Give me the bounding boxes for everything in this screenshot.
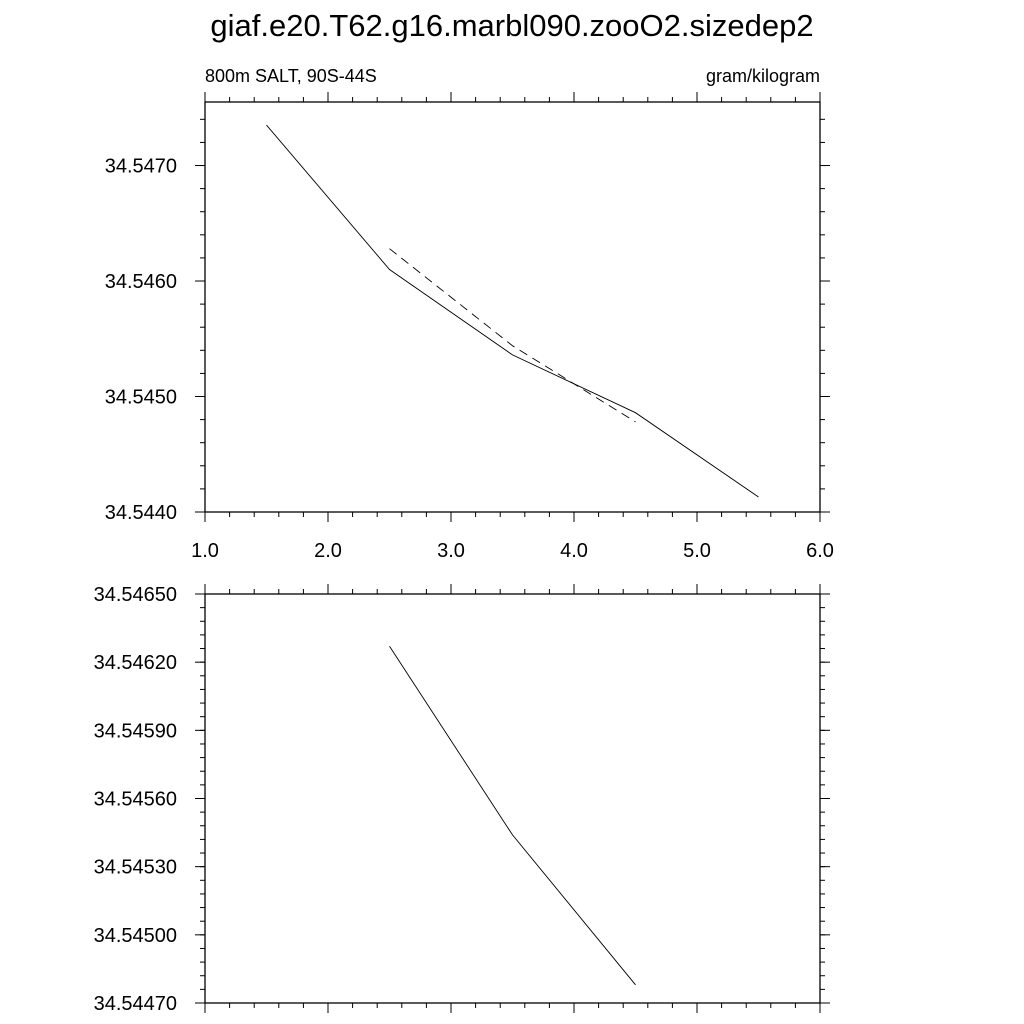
y-tick-label: 34.54620 (94, 652, 177, 674)
plot-frame (204, 101, 821, 513)
y-tick-label: 34.54590 (94, 720, 177, 742)
y-tick-label: 34.5440 (105, 502, 177, 524)
x-tick-label: 5.0 (683, 540, 711, 562)
x-tick-label: 2.0 (314, 540, 342, 562)
top-panel: 1.0 2.0 3.0 4.0 5.0 6.0 34.5440 34.5450 34.5460 3… (105, 66, 834, 562)
x-tick-label: 6.0 (806, 540, 834, 562)
plot-frame (204, 593, 821, 1004)
panel-left-label: 800m SALT, 90S-44S (205, 66, 377, 86)
series-line-dashed (389, 248, 636, 423)
y-tick-label: 34.54650 (94, 584, 177, 606)
y-tick-label: 34.5460 (105, 271, 177, 293)
y-tick-label: 34.54470 (94, 993, 177, 1015)
x-tick-label: 1.0 (191, 540, 219, 562)
y-tick-label: 34.5450 (105, 387, 177, 409)
y-tick-label: 34.54530 (94, 857, 177, 879)
x-tick-label: 4.0 (560, 540, 588, 562)
y-tick-label: 34.54560 (94, 789, 177, 811)
y-tick-label: 34.5470 (105, 156, 177, 178)
panel-right-label: gram/kilogram (706, 66, 820, 86)
series-line-solid (266, 124, 759, 498)
figure-title: giaf.e20.T62.g16.marbl090.zooO2.sizedep2 (210, 8, 813, 43)
y-tick-label: 34.54500 (94, 925, 177, 947)
series-line-solid (389, 646, 636, 986)
bottom-panel: 34.54470 34.54500 34.54530 34.54560 34.54590… (94, 584, 830, 1015)
x-tick-label: 3.0 (437, 540, 465, 562)
